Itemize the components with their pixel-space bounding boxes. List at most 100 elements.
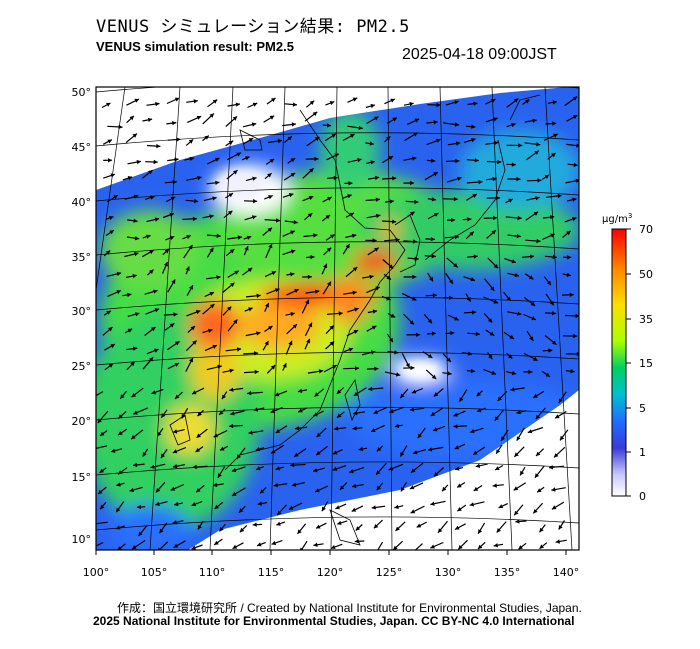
wind-arrow-head xyxy=(326,281,331,287)
wind-arrow-head xyxy=(427,318,432,324)
wind-arrow-head xyxy=(390,313,396,318)
wind-arrow-head xyxy=(270,365,276,370)
colorbar-unit-sup: 3 xyxy=(628,212,632,220)
wind-arrow-head xyxy=(239,527,245,533)
wind-arrow-head xyxy=(337,520,342,525)
wind-arrow-head xyxy=(172,121,177,126)
wind-arrow-head xyxy=(257,501,262,506)
wind-arrow-head xyxy=(172,464,178,469)
wind-arrow-head xyxy=(196,115,202,120)
wind-arrow-head xyxy=(430,544,435,549)
wind-arrow-head xyxy=(230,282,235,287)
wind-arrow-head xyxy=(473,486,479,491)
wind-arrow-head xyxy=(496,449,501,454)
wind-arrow-head xyxy=(516,436,521,441)
wind-arrow-head xyxy=(525,99,530,104)
wind-arrow-head xyxy=(455,141,461,146)
lat-axis: 50° 45° 40° 35° 30° 25° 20° 15° 10° xyxy=(72,86,92,546)
wind-arrow-head xyxy=(410,365,415,371)
wind-arrow-head xyxy=(470,429,475,434)
wind-arrow-head xyxy=(471,124,476,129)
wind-arrow-head xyxy=(174,157,179,162)
wind-arrow-head xyxy=(410,180,414,186)
wind-arrow-head xyxy=(330,234,335,239)
wind-arrow-head xyxy=(457,483,462,488)
wind-arrow-head xyxy=(438,528,443,533)
wind-arrow-head xyxy=(229,423,234,429)
wind-arrow-head xyxy=(496,195,501,201)
lat-tick: 15° xyxy=(72,471,92,484)
wind-arrow-head xyxy=(339,485,345,490)
wind-arrow-head xyxy=(530,254,535,259)
wind-arrow-head xyxy=(412,239,418,244)
wind-arrow-head xyxy=(575,178,579,183)
wind-arrow-head xyxy=(478,529,483,534)
wind-arrow-head xyxy=(414,118,420,123)
pm25-map: 50° 45° 40° 35° 30° 25° 20° 15° 10° 100°… xyxy=(72,86,654,579)
wind-arrow-head xyxy=(197,411,202,417)
lat-tick: 40° xyxy=(72,196,92,209)
wind-arrow-head xyxy=(409,485,415,490)
wind-arrow-head xyxy=(386,275,391,280)
wind-arrow-head xyxy=(290,249,296,254)
wind-arrow-head xyxy=(553,133,558,138)
wind-arrow-head xyxy=(90,395,95,399)
wind-arrow-head xyxy=(454,316,459,321)
wind-arrow-head xyxy=(478,179,483,185)
wind-arrow-head xyxy=(489,331,495,336)
wind-arrow-head xyxy=(528,369,533,375)
wind-arrow-head xyxy=(369,141,374,146)
wind-arrow-head xyxy=(566,230,571,236)
wind-arrow-head xyxy=(572,115,578,120)
wind-arrow-head xyxy=(155,101,160,107)
wind-arrow-head xyxy=(127,176,133,181)
wind-arrow-head xyxy=(528,275,534,280)
wind-arrow-head xyxy=(373,409,379,414)
wind-arrow-head xyxy=(106,310,111,315)
wind-arrow-head xyxy=(470,277,475,282)
wind-arrow-head xyxy=(290,272,295,277)
wind-arrow-head xyxy=(493,215,498,221)
wind-arrow-head xyxy=(431,158,436,163)
wind-arrow-head xyxy=(191,502,197,507)
wind-arrow-head xyxy=(575,313,579,319)
wind-arrow-head xyxy=(467,217,472,222)
wind-arrow-head xyxy=(411,389,417,394)
wind-arrow-head xyxy=(105,250,111,255)
wind-arrow-head xyxy=(215,180,220,185)
wind-arrow-head xyxy=(430,237,435,242)
wind-arrow-head xyxy=(471,138,476,143)
lon-tick: 135° xyxy=(494,566,521,579)
wind-arrow-head xyxy=(163,262,168,267)
wind-arrow-head xyxy=(192,216,197,222)
wind-arrow xyxy=(96,445,108,449)
wind-arrow-head xyxy=(533,393,538,398)
wind-arrow-head xyxy=(252,102,258,107)
wind-arrow-head xyxy=(316,432,321,438)
wind-arrow-head xyxy=(257,542,262,547)
wind-arrow-head xyxy=(332,365,337,369)
wind-arrow-head xyxy=(375,286,380,291)
wind-arrow-head xyxy=(188,139,194,144)
wind-arrow-head xyxy=(176,137,181,142)
wind-arrow-head xyxy=(133,462,138,468)
wind-arrow-head xyxy=(197,175,202,181)
wind-arrow-head xyxy=(248,138,254,143)
wind-arrow-head xyxy=(389,409,394,414)
wind-arrow-head xyxy=(388,156,394,161)
wind-arrow-head xyxy=(190,326,195,331)
wind-arrow-head xyxy=(175,394,180,399)
wind-arrow-head xyxy=(558,398,563,403)
wind-arrow-head xyxy=(432,427,438,432)
wind-arrow-head xyxy=(277,138,282,144)
wind-arrow-head xyxy=(276,521,281,526)
wind-arrow-head xyxy=(496,528,501,533)
wind-arrow-head xyxy=(455,466,460,471)
wind-arrow-head xyxy=(432,293,437,298)
wind-arrow-head xyxy=(195,310,201,315)
wind-arrow-head xyxy=(307,213,313,218)
wind-arrow-head xyxy=(394,350,399,355)
wind-arrow-head xyxy=(313,468,318,473)
wind-arrow-head xyxy=(571,217,577,222)
wind-arrow-head xyxy=(274,288,280,293)
